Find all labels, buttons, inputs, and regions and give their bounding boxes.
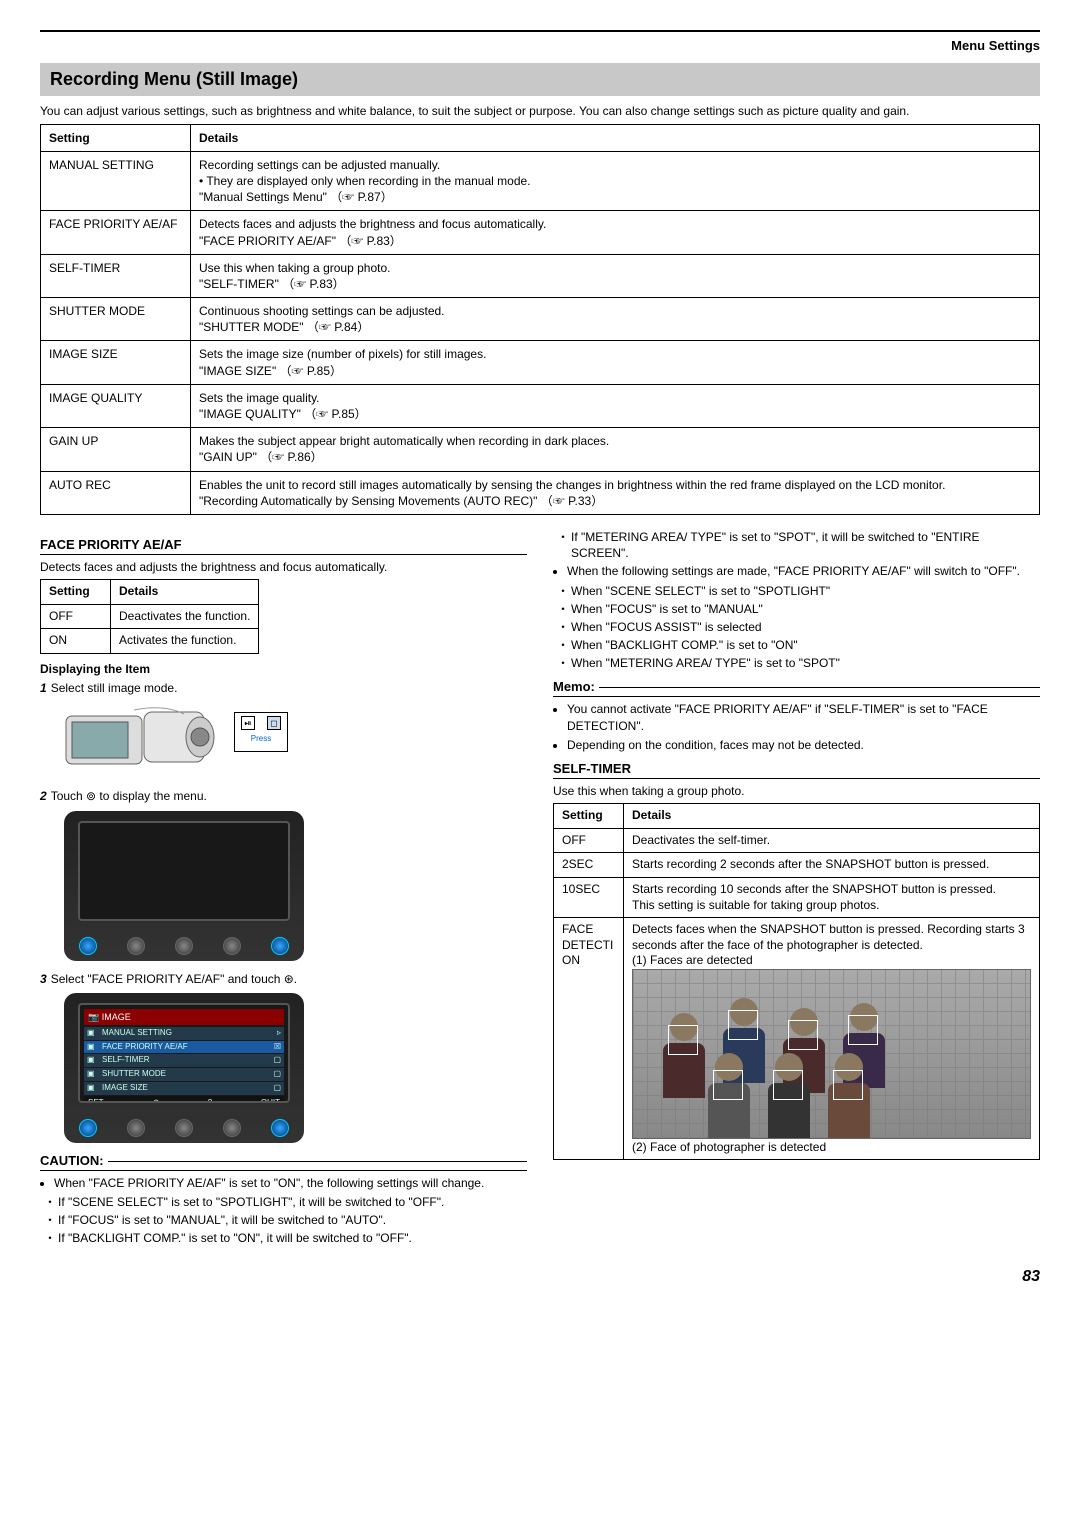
caution-item: If "BACKLIGHT COMP." is set to "ON", it … (58, 1230, 527, 1246)
menu-title: 📷 IMAGE (84, 1009, 284, 1025)
caution-item: If "SCENE SELECT" is set to "SPOTLIGHT",… (58, 1194, 527, 1210)
nav-button-icon (175, 937, 193, 955)
nav-button-icon (127, 937, 145, 955)
setting-cell: MANUAL SETTING (41, 151, 191, 211)
setting-cell: GAIN UP (41, 428, 191, 471)
switch-off-item: When "FOCUS" is set to "MANUAL" (571, 601, 1040, 617)
menu-button-icon (271, 937, 289, 955)
menu-button-icon (271, 1119, 289, 1137)
menu-item: ▣MANUAL SETTING▹ (84, 1027, 284, 1040)
setting-cell: IMAGE SIZE (41, 341, 191, 384)
details-cell: Recording settings can be adjusted manua… (191, 151, 1040, 211)
face-detection-photo (632, 969, 1031, 1139)
header-section: Menu Settings (40, 38, 1040, 53)
setting-cell: AUTO REC (41, 471, 191, 514)
face-priority-desc: Detects faces and adjusts the brightness… (40, 559, 527, 575)
intro-text: You can adjust various settings, such as… (40, 104, 1040, 120)
col-details: Details (191, 124, 1040, 151)
right-switch-intro: When the following settings are made, "F… (567, 563, 1040, 579)
displaying-heading: Displaying the Item (40, 662, 527, 676)
mode-video-icon: ⏯ (241, 716, 254, 730)
nav-button-icon (223, 937, 241, 955)
menu-item: ▣SHUTTER MODE▢ (84, 1068, 284, 1081)
memo-item: Depending on the condition, faces may no… (567, 737, 1040, 753)
nav-button-icon (127, 1119, 145, 1137)
setting-cell: IMAGE QUALITY (41, 384, 191, 427)
nav-button-icon (223, 1119, 241, 1137)
details-cell: Use this when taking a group photo."SELF… (191, 254, 1040, 297)
lcd-device-blank (64, 811, 304, 961)
switch-off-item: When "METERING AREA/ TYPE" is set to "SP… (571, 655, 1040, 671)
menu-item: ▣FACE PRIORITY AE/AF☒ (84, 1041, 284, 1054)
details-cell: Enables the unit to record still images … (191, 471, 1040, 514)
caution-heading: CAUTION: (40, 1153, 104, 1168)
memo-item: You cannot activate "FACE PRIORITY AE/AF… (567, 701, 1040, 733)
menu-item: ▣SELF-TIMER▢ (84, 1054, 284, 1067)
ok-button-icon (79, 1119, 97, 1137)
press-label: Press (235, 734, 287, 745)
face-priority-heading: FACE PRIORITY AE/AF (40, 537, 527, 555)
details-cell: Makes the subject appear bright automati… (191, 428, 1040, 471)
switch-off-item: When "FOCUS ASSIST" is selected (571, 619, 1040, 635)
step-2: 2Touch ⊚ to display the menu. (40, 788, 527, 960)
details-cell: Continuous shooting settings can be adju… (191, 298, 1040, 341)
step-1: 1Select still image mode. (40, 680, 527, 778)
details-cell: Detects faces and adjusts the brightness… (191, 211, 1040, 254)
face-priority-table: Setting Details OFFDeactivates the funct… (40, 579, 259, 654)
setting-cell: FACE PRIORITY AE/AF (41, 211, 191, 254)
memo-heading: Memo: (553, 679, 595, 694)
mode-still-icon: ◻ (267, 716, 280, 730)
switch-off-item: When "BACKLIGHT COMP." is set to "ON" (571, 637, 1040, 653)
right-first-item: If "METERING AREA/ TYPE" is set to "SPOT… (571, 529, 1040, 561)
photo-caption-2: (2) Face of photographer is detected (632, 1139, 1031, 1155)
switch-off-item: When "SCENE SELECT" is set to "SPOTLIGHT… (571, 583, 1040, 599)
self-timer-table: Setting Details OFFDeactivates the self-… (553, 803, 1040, 1160)
caution-intro: When "FACE PRIORITY AE/AF" is set to "ON… (54, 1175, 527, 1191)
self-timer-desc: Use this when taking a group photo. (553, 783, 1040, 799)
lcd-device-menu: 📷 IMAGE ▣MANUAL SETTING▹▣FACE PRIORITY A… (64, 993, 304, 1143)
setting-cell: SHUTTER MODE (41, 298, 191, 341)
page-number: 83 (40, 1268, 1040, 1286)
col-setting: Setting (41, 124, 191, 151)
ok-button-icon (79, 937, 97, 955)
step-3: 3Select "FACE PRIORITY AE/AF" and touch … (40, 971, 527, 1143)
details-cell: Sets the image size (number of pixels) f… (191, 341, 1040, 384)
camcorder-illustration: ⏯ ◻ Press (64, 702, 224, 774)
page-title: Recording Menu (Still Image) (40, 63, 1040, 96)
nav-button-icon (175, 1119, 193, 1137)
caution-item: If "FOCUS" is set to "MANUAL", it will b… (58, 1212, 527, 1228)
details-cell: Sets the image quality."IMAGE QUALITY" （… (191, 384, 1040, 427)
self-timer-heading: SELF-TIMER (553, 761, 1040, 779)
setting-cell: SELF-TIMER (41, 254, 191, 297)
main-settings-table: Setting Details MANUAL SETTINGRecording … (40, 124, 1040, 515)
menu-item: ▣IMAGE SIZE▢ (84, 1082, 284, 1095)
